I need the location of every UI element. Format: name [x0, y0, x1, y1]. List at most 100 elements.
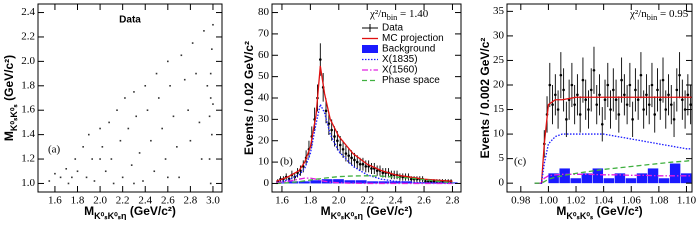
point — [212, 103, 214, 105]
y-tick-label: 2.0 — [21, 55, 35, 67]
y-tick-label: 2.2 — [21, 30, 35, 42]
bar — [625, 178, 637, 184]
bar — [344, 180, 356, 184]
point — [119, 139, 122, 142]
point — [135, 115, 138, 118]
point — [101, 146, 104, 148]
data-point — [645, 93, 648, 97]
bar — [614, 173, 626, 184]
data-point — [350, 156, 353, 160]
bar — [658, 178, 670, 184]
point — [176, 146, 178, 148]
point — [59, 176, 62, 179]
data-point — [330, 128, 333, 132]
point — [127, 127, 130, 130]
y-tick-label: 25 — [493, 54, 505, 66]
text-part: (GeV/c²) — [2, 55, 16, 104]
y-tick-label: 1.2 — [21, 153, 35, 165]
data-point — [672, 118, 676, 121]
point — [155, 72, 158, 75]
data-point — [620, 78, 623, 82]
point — [195, 72, 197, 75]
legend-symbol — [362, 45, 378, 53]
point — [209, 182, 212, 185]
text-part: = 1.40 — [397, 8, 428, 20]
data-point — [338, 143, 342, 147]
plot-area — [48, 23, 214, 185]
point — [99, 158, 101, 160]
point — [209, 72, 212, 75]
data-point — [548, 83, 552, 87]
figure: 1.6 1.8 2.0 2.2 2.4 2.6 2.8 3.0 1.0 1.2 1.4 1.6 1.8 2… — [2, 3, 696, 220]
panel: 1.6 1.8 2.0 2.2 2.4 2.6 2.8 3.0 1.0 1.2 1.4 1.6 1.8 2… — [2, 3, 223, 220]
subscript: bin — [387, 13, 398, 22]
y-tick-label: 50 — [258, 70, 270, 82]
point — [183, 78, 186, 81]
bar — [592, 168, 604, 184]
data-point — [559, 73, 563, 77]
point — [211, 48, 213, 50]
point — [157, 97, 160, 99]
data-point — [612, 88, 615, 92]
x-tick-label: 2.6 — [161, 195, 175, 207]
data-point — [375, 169, 379, 172]
point — [54, 172, 56, 175]
panel-label: (c) — [514, 156, 527, 168]
data-point — [581, 78, 585, 82]
y-tick-label: 10 — [258, 156, 270, 168]
data-point — [669, 103, 673, 106]
data-point — [675, 88, 679, 92]
point — [67, 182, 70, 185]
text-part: (GeV/c²) — [363, 204, 412, 218]
data-point — [681, 98, 684, 102]
point — [124, 97, 126, 99]
y-tick-label: 40 — [258, 92, 270, 104]
x-tick-label: 2.8 — [446, 195, 460, 207]
panel-label: (b) — [280, 156, 293, 168]
point — [189, 139, 192, 142]
line — [276, 175, 453, 185]
y-tick-label: 5 — [499, 152, 505, 164]
point — [191, 42, 194, 44]
y-tick-label: 30 — [493, 29, 505, 41]
data-point — [364, 165, 368, 168]
y-tick-label: 20 — [258, 134, 270, 146]
point — [71, 176, 73, 179]
bar — [389, 181, 401, 184]
data-point — [432, 180, 436, 183]
y-axis-label: Events / 0.002 GeV/c² — [478, 38, 492, 159]
line — [276, 65, 453, 182]
text-part: χ²/n — [369, 8, 387, 20]
data-point — [361, 162, 365, 166]
point — [133, 182, 135, 185]
x-tick-label: 1.04 — [594, 195, 614, 207]
point — [91, 158, 93, 160]
data-point — [341, 147, 345, 151]
subscript: K⁰ₛK⁰ₛ — [566, 211, 594, 220]
text-part: χ²/n — [629, 8, 647, 20]
x-tick-label: 2.2 — [360, 195, 374, 207]
frame — [37, 3, 223, 193]
x-axis-label: MK⁰ₛK⁰ₛη (GeV/c²) — [84, 204, 176, 220]
data-point — [358, 162, 362, 166]
plot-area — [276, 43, 458, 185]
data-point — [347, 154, 351, 157]
bar — [570, 178, 581, 184]
x-tick-label: 2.4 — [389, 195, 403, 207]
point — [178, 176, 180, 179]
bar — [276, 182, 288, 184]
point — [180, 54, 183, 57]
x-tick-label: 1.10 — [677, 195, 696, 207]
legend-label: Phase space — [382, 75, 440, 86]
point — [85, 176, 88, 179]
text-part: = 0.95 — [657, 8, 688, 20]
point — [209, 97, 212, 99]
point — [76, 170, 79, 173]
point — [144, 84, 147, 87]
point — [142, 180, 144, 182]
bar — [378, 181, 390, 184]
data-point — [609, 108, 612, 111]
y-axis-label: Events / 0.02 GeV/c² — [242, 41, 256, 155]
point — [138, 152, 141, 154]
data-point — [623, 93, 626, 97]
